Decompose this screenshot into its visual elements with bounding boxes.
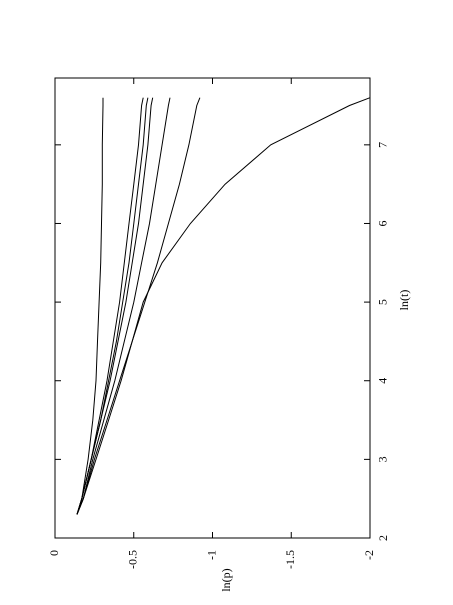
series-line [76,97,154,515]
x-tick-label: 2 [376,535,390,541]
x-axis-label: ln(t) [397,290,411,311]
y-axis-label: ln(p) [219,568,233,591]
series-line [76,97,104,515]
series-line [76,97,149,515]
series-line [76,97,201,515]
x-tick-label: 4 [376,378,390,384]
x-tick-label: 5 [376,299,390,305]
x-tick-label: 6 [376,220,390,226]
series-line [76,97,371,515]
y-tick-label: -1 [204,550,218,560]
y-tick-label: -2 [362,550,376,560]
y-tick-label: -0.5 [126,550,140,569]
y-tick-label: -1.5 [283,550,297,569]
x-tick-label: 7 [376,142,390,148]
x-tick-label: 3 [376,456,390,462]
series-line [76,97,171,515]
y-tick-label: 0 [47,550,61,556]
